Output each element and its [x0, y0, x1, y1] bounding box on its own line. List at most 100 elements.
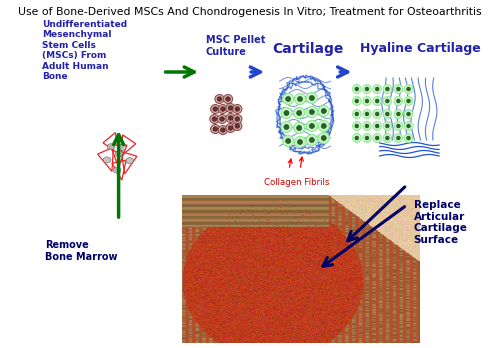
- Ellipse shape: [363, 121, 371, 130]
- Text: Undifferentiated
Mesenchymal
Stem Cells
(MSCs) From
Adult Human
Bone: Undifferentiated Mesenchymal Stem Cells …: [42, 20, 127, 81]
- Ellipse shape: [404, 110, 413, 119]
- Ellipse shape: [296, 111, 302, 116]
- Ellipse shape: [352, 134, 361, 142]
- Ellipse shape: [226, 124, 235, 133]
- Ellipse shape: [218, 126, 228, 134]
- Ellipse shape: [318, 105, 330, 117]
- Ellipse shape: [220, 107, 225, 111]
- Ellipse shape: [103, 157, 111, 163]
- Ellipse shape: [232, 104, 242, 113]
- Ellipse shape: [396, 136, 400, 140]
- Ellipse shape: [115, 151, 123, 157]
- Ellipse shape: [318, 133, 330, 143]
- Ellipse shape: [306, 106, 318, 118]
- Ellipse shape: [218, 114, 226, 124]
- Ellipse shape: [224, 95, 232, 103]
- Ellipse shape: [386, 112, 389, 116]
- Ellipse shape: [294, 122, 304, 134]
- Ellipse shape: [396, 112, 400, 116]
- Ellipse shape: [376, 136, 379, 140]
- Ellipse shape: [306, 93, 318, 103]
- Ellipse shape: [394, 121, 402, 130]
- Ellipse shape: [365, 99, 369, 103]
- Ellipse shape: [352, 121, 361, 130]
- Ellipse shape: [284, 111, 289, 116]
- Ellipse shape: [114, 167, 121, 173]
- Ellipse shape: [220, 128, 225, 132]
- Ellipse shape: [226, 103, 235, 112]
- Ellipse shape: [235, 124, 240, 128]
- Ellipse shape: [406, 136, 410, 140]
- Text: Hyaline Cartilage: Hyaline Cartilage: [360, 42, 481, 55]
- Ellipse shape: [294, 136, 306, 148]
- Ellipse shape: [386, 87, 389, 91]
- Ellipse shape: [126, 158, 134, 164]
- Ellipse shape: [220, 117, 224, 121]
- Ellipse shape: [226, 113, 235, 122]
- Ellipse shape: [376, 124, 379, 128]
- Ellipse shape: [363, 134, 371, 142]
- Ellipse shape: [226, 97, 230, 101]
- Ellipse shape: [383, 121, 392, 130]
- Ellipse shape: [352, 96, 361, 105]
- Ellipse shape: [118, 144, 126, 150]
- Ellipse shape: [365, 112, 369, 116]
- Ellipse shape: [282, 135, 294, 147]
- Ellipse shape: [355, 99, 358, 103]
- Ellipse shape: [232, 114, 242, 124]
- Ellipse shape: [365, 124, 369, 128]
- Ellipse shape: [310, 95, 314, 101]
- Ellipse shape: [218, 104, 228, 113]
- Ellipse shape: [406, 99, 410, 103]
- Ellipse shape: [373, 134, 382, 142]
- Ellipse shape: [355, 124, 358, 128]
- Ellipse shape: [383, 96, 392, 105]
- Ellipse shape: [107, 144, 115, 150]
- Ellipse shape: [394, 85, 402, 94]
- Ellipse shape: [396, 87, 400, 91]
- Ellipse shape: [286, 96, 290, 102]
- Ellipse shape: [355, 87, 358, 91]
- Ellipse shape: [376, 87, 379, 91]
- Ellipse shape: [373, 121, 382, 130]
- Ellipse shape: [363, 85, 371, 94]
- Ellipse shape: [404, 96, 413, 105]
- Ellipse shape: [298, 96, 302, 102]
- Ellipse shape: [296, 126, 302, 130]
- Ellipse shape: [376, 112, 379, 116]
- Text: Use of Bone-Derived MSCs And Chondrogenesis In Vitro; Treatment for Osteoarthrit: Use of Bone-Derived MSCs And Chondrogene…: [18, 7, 482, 17]
- Ellipse shape: [306, 134, 318, 145]
- Ellipse shape: [282, 94, 294, 104]
- Ellipse shape: [281, 108, 292, 119]
- Ellipse shape: [363, 110, 371, 119]
- Ellipse shape: [355, 136, 358, 140]
- Ellipse shape: [394, 96, 402, 105]
- Ellipse shape: [210, 114, 219, 124]
- Ellipse shape: [373, 85, 382, 94]
- Ellipse shape: [373, 96, 382, 105]
- Ellipse shape: [306, 120, 318, 132]
- Ellipse shape: [386, 99, 389, 103]
- Ellipse shape: [321, 124, 326, 128]
- Ellipse shape: [318, 120, 330, 132]
- Ellipse shape: [376, 99, 379, 103]
- Ellipse shape: [210, 104, 220, 113]
- Text: Cartilage: Cartilage: [272, 42, 344, 56]
- Ellipse shape: [396, 99, 400, 103]
- Ellipse shape: [298, 140, 302, 144]
- Ellipse shape: [235, 107, 240, 111]
- Ellipse shape: [215, 95, 224, 103]
- Ellipse shape: [294, 108, 304, 119]
- Text: Collagen Fibrils: Collagen Fibrils: [264, 178, 330, 187]
- Ellipse shape: [383, 134, 392, 142]
- Text: Replace
Articular
Cartilage
Surface: Replace Articular Cartilage Surface: [414, 200, 468, 245]
- Ellipse shape: [217, 97, 222, 101]
- Ellipse shape: [228, 106, 233, 110]
- Ellipse shape: [294, 94, 306, 104]
- Ellipse shape: [355, 112, 358, 116]
- Ellipse shape: [235, 117, 240, 121]
- Ellipse shape: [363, 96, 371, 105]
- Ellipse shape: [406, 112, 410, 116]
- Ellipse shape: [383, 85, 392, 94]
- Ellipse shape: [394, 110, 402, 119]
